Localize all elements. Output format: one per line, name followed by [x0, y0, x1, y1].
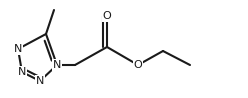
- Text: N: N: [18, 67, 26, 77]
- Text: O: O: [134, 60, 142, 70]
- Text: N: N: [36, 76, 44, 86]
- Text: O: O: [103, 11, 111, 21]
- Text: N: N: [53, 60, 61, 70]
- Text: N: N: [14, 44, 22, 54]
